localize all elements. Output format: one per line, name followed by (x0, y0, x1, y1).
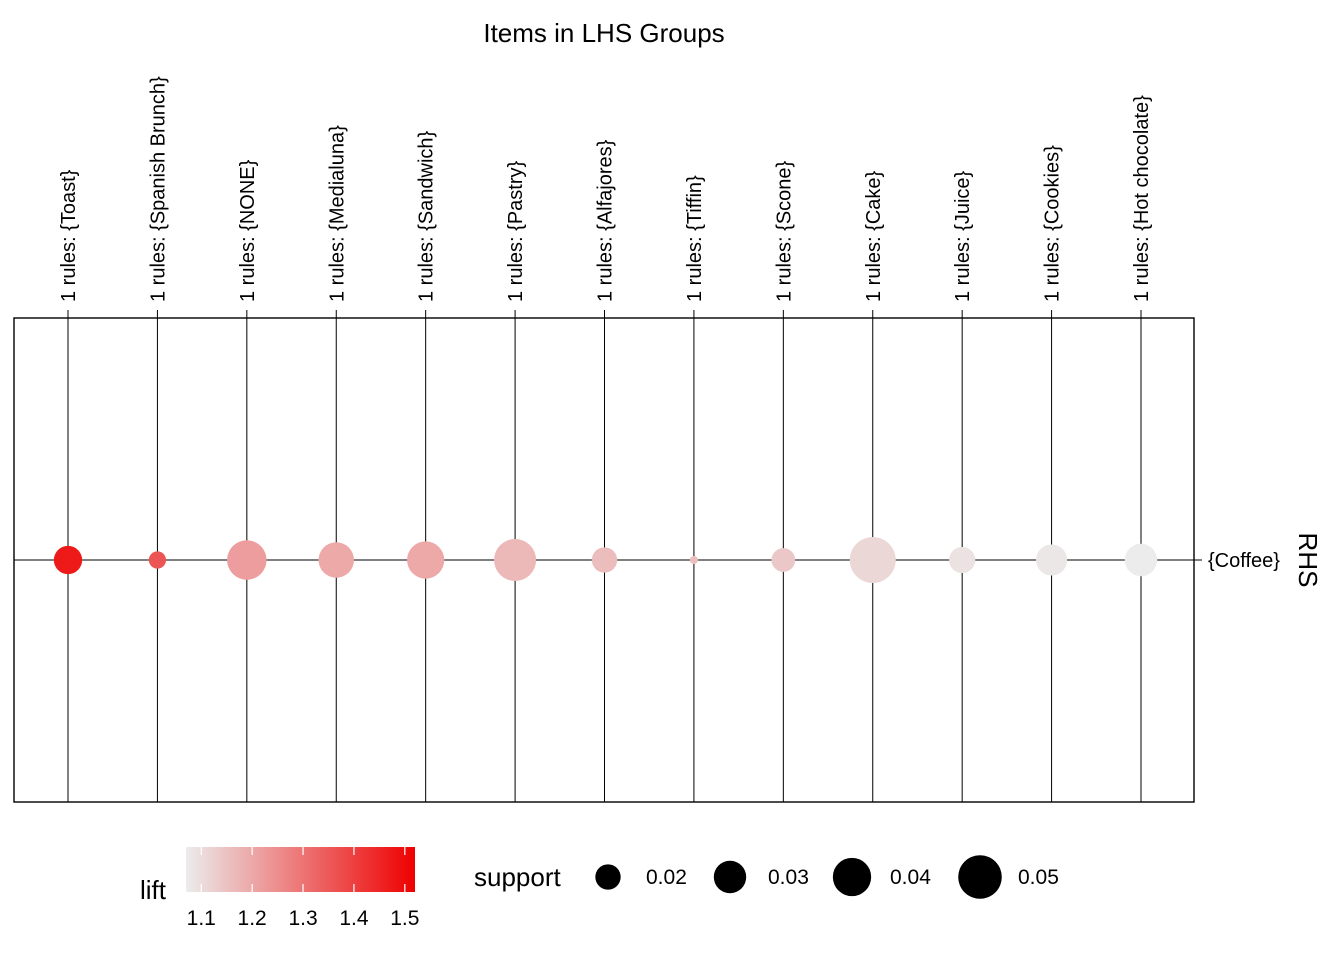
x-tick-label: 1 rules: {Medialuna} (326, 125, 348, 302)
lift-tick-label: 1.4 (339, 907, 369, 930)
lift-legend: lift 1.1 1.2 1.3 1.4 1.5 (140, 847, 419, 930)
x-axis-ticks (67, 310, 1142, 318)
x-tick-label: 1 rules: {Tiffin} (684, 175, 706, 302)
point-10 (949, 546, 976, 574)
x-tick-label: 1 rules: {Juice} (952, 170, 974, 302)
point-0 (53, 545, 83, 575)
point-4 (407, 541, 445, 579)
point-8 (771, 548, 796, 572)
x-tick-label: 1 rules: {Toast} (58, 169, 80, 302)
x-tick-label: 1 rules: {Sandwich} (416, 130, 438, 302)
x-tick-label: 1 rules: {Cake} (863, 170, 885, 302)
lift-legend-ticks: 1.1 1.2 1.3 1.4 1.5 (187, 847, 419, 930)
support-key-label: 0.04 (890, 866, 931, 889)
x-tick-label: 1 rules: {NONE} (237, 159, 259, 302)
support-legend-keys: 0.02 0.03 0.04 0.05 (595, 855, 1059, 899)
support-key-3 (958, 855, 1002, 899)
support-key-2 (832, 857, 872, 897)
chart-title: Items in LHS Groups (483, 18, 724, 48)
lift-colorbar (186, 847, 415, 892)
lift-tick-label: 1.5 (390, 907, 419, 930)
lift-tick-label: 1.3 (288, 907, 317, 930)
point-12 (1124, 543, 1158, 577)
lift-tick-label: 1.1 (187, 907, 216, 930)
y-axis-tick-labels: {Coffee} (1194, 550, 1280, 572)
lift-tick-label: 1.2 (238, 907, 267, 930)
x-tick-label: 1 rules: {Alfajores} (595, 139, 617, 302)
x-tick-label: 1 rules: {Hot chocolate} (1131, 95, 1153, 302)
support-key-1 (713, 860, 747, 894)
data-points (53, 537, 1158, 583)
x-axis-tick-labels: 1 rules: {Toast} 1 rules: {Spanish Brunch… (58, 76, 1153, 302)
support-legend: support 0.02 0.03 0.04 0.05 (474, 855, 1059, 899)
x-tick-label: 1 rules: {Spanish Brunch} (147, 76, 169, 302)
point-2 (227, 540, 267, 580)
y-axis-title: RHS (1293, 533, 1323, 588)
point-9 (849, 537, 896, 583)
x-tick-label: 1 rules: {Cookies} (1042, 145, 1064, 302)
point-11 (1036, 544, 1068, 576)
x-tick-label: 1 rules: {Pastry} (505, 160, 527, 302)
point-6 (591, 547, 618, 573)
lift-legend-title: lift (140, 875, 167, 905)
y-tick-label: {Coffee} (1208, 550, 1280, 572)
support-key-label: 0.02 (646, 866, 687, 889)
point-1 (148, 551, 167, 569)
x-tick-label: 1 rules: {Scone} (773, 160, 795, 302)
support-key-label: 0.05 (1018, 866, 1059, 889)
support-key-label: 0.03 (768, 866, 809, 889)
point-5 (494, 538, 537, 582)
point-3 (318, 542, 354, 578)
point-7 (689, 556, 698, 564)
support-key-0 (595, 864, 621, 890)
support-legend-title: support (474, 862, 561, 892)
